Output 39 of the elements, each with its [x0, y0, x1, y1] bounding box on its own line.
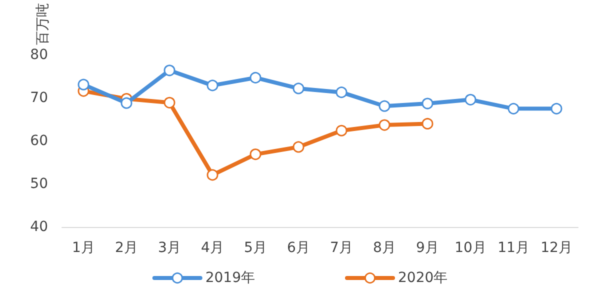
x-tick-label: 1月 — [72, 240, 95, 256]
x-tick-label: 3月 — [158, 240, 181, 256]
point — [550, 102, 562, 114]
x-tick-label: 9月 — [416, 240, 439, 256]
point — [336, 86, 348, 98]
point — [422, 118, 434, 130]
y-axis-title: 百万吨 — [35, 3, 51, 45]
x-tick-label: 12月 — [540, 240, 572, 256]
point — [250, 148, 262, 160]
point — [164, 64, 176, 76]
point — [292, 82, 304, 94]
x-tick-label: 7月 — [330, 240, 353, 256]
y-tick-label: 60 — [30, 132, 48, 149]
y-tick-label: 80 — [30, 46, 48, 63]
point — [120, 97, 132, 109]
point — [78, 78, 90, 90]
point — [336, 124, 348, 136]
legend-label: 2019年 — [205, 270, 256, 286]
point — [206, 169, 218, 181]
x-tick-label: 6月 — [287, 240, 310, 256]
x-tick-label: 11月 — [498, 240, 530, 256]
x-tick-label: 4月 — [201, 240, 224, 256]
point — [250, 72, 262, 84]
point — [378, 119, 390, 131]
y-tick-label: 40 — [30, 219, 48, 235]
legend-label: 2020年 — [398, 270, 448, 286]
point — [422, 98, 434, 110]
x-tick-label: 10月 — [454, 240, 486, 256]
point — [292, 141, 304, 153]
point — [164, 96, 176, 108]
y-tick-label: 50 — [30, 176, 48, 192]
point — [206, 80, 218, 92]
x-tick-label: 2月 — [115, 240, 138, 256]
point — [464, 94, 476, 106]
x-tick-label: 5月 — [244, 240, 267, 256]
y-tick-label: 70 — [30, 90, 48, 106]
x-tick-label: 8月 — [373, 240, 396, 256]
point — [378, 100, 390, 112]
point — [508, 102, 520, 114]
